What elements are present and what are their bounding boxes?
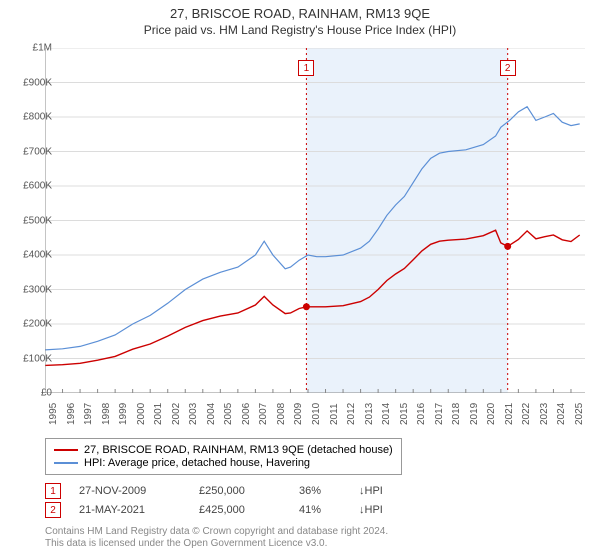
x-tick-label: 2005 [223, 403, 234, 425]
x-tick-label: 2011 [329, 403, 340, 425]
y-tick-label: £1M [33, 43, 52, 54]
sale-pct: 36% [299, 485, 359, 497]
sale-date: 27-NOV-2009 [79, 485, 199, 497]
x-tick-label: 2004 [206, 403, 217, 425]
legend-item: HPI: Average price, detached house, Have… [54, 457, 393, 469]
y-tick-label: £600K [23, 181, 52, 192]
x-tick-label: 2003 [188, 403, 199, 425]
chart-title: 27, BRISCOE ROAD, RAINHAM, RM13 9QE [0, 0, 600, 21]
sale-suffix: HPI [365, 485, 383, 497]
x-tick-label: 2023 [539, 403, 550, 425]
x-tick-label: 2006 [241, 403, 252, 425]
x-tick-label: 2024 [556, 403, 567, 425]
sale-flag: 2 [500, 60, 516, 76]
x-tick-label: 1998 [101, 403, 112, 425]
y-tick-label: £500K [23, 215, 52, 226]
y-tick-label: £400K [23, 250, 52, 261]
legend-swatch [54, 462, 78, 464]
x-tick-label: 2014 [381, 403, 392, 425]
line-chart [45, 48, 585, 393]
sale-price: £250,000 [199, 485, 299, 497]
chart-container: 27, BRISCOE ROAD, RAINHAM, RM13 9QE Pric… [0, 0, 600, 560]
y-tick-label: £0 [41, 388, 52, 399]
chart-area [45, 48, 585, 393]
x-tick-label: 2010 [311, 403, 322, 425]
x-tick-label: 1997 [83, 403, 94, 425]
y-tick-label: £100K [23, 353, 52, 364]
x-tick-label: 2002 [171, 403, 182, 425]
x-tick-label: 2008 [276, 403, 287, 425]
sales-table: 127-NOV-2009£250,00036%↓ HPI221-MAY-2021… [45, 480, 383, 521]
sale-row: 221-MAY-2021£425,00041%↓ HPI [45, 502, 383, 518]
x-tick-label: 2009 [293, 403, 304, 425]
legend-label: HPI: Average price, detached house, Have… [84, 457, 310, 469]
legend-item: 27, BRISCOE ROAD, RAINHAM, RM13 9QE (det… [54, 444, 393, 456]
sale-marker: 2 [45, 502, 61, 518]
y-tick-label: £300K [23, 284, 52, 295]
y-tick-label: £900K [23, 77, 52, 88]
x-tick-label: 2025 [574, 403, 585, 425]
y-tick-label: £200K [23, 319, 52, 330]
x-tick-label: 1996 [66, 403, 77, 425]
legend: 27, BRISCOE ROAD, RAINHAM, RM13 9QE (det… [45, 438, 402, 475]
sale-marker: 1 [45, 483, 61, 499]
x-tick-label: 2007 [258, 403, 269, 425]
y-tick-label: £700K [23, 146, 52, 157]
x-tick-label: 2018 [451, 403, 462, 425]
x-tick-label: 2012 [346, 403, 357, 425]
sale-suffix: HPI [365, 504, 383, 516]
x-tick-label: 2017 [434, 403, 445, 425]
sale-row: 127-NOV-2009£250,00036%↓ HPI [45, 483, 383, 499]
x-tick-label: 2000 [136, 403, 147, 425]
y-tick-label: £800K [23, 112, 52, 123]
legend-swatch [54, 449, 78, 451]
footnote: Contains HM Land Registry data © Crown c… [45, 526, 388, 550]
x-tick-label: 2021 [504, 403, 515, 425]
footnote-line: This data is licensed under the Open Gov… [45, 538, 388, 550]
x-tick-label: 2016 [416, 403, 427, 425]
sale-pct: 41% [299, 504, 359, 516]
footnote-line: Contains HM Land Registry data © Crown c… [45, 526, 388, 538]
x-tick-label: 1999 [118, 403, 129, 425]
x-tick-label: 2001 [153, 403, 164, 425]
x-tick-label: 2013 [364, 403, 375, 425]
x-tick-label: 2022 [521, 403, 532, 425]
x-tick-label: 2015 [399, 403, 410, 425]
sale-date: 21-MAY-2021 [79, 504, 199, 516]
sale-price: £425,000 [199, 504, 299, 516]
sale-flag: 1 [298, 60, 314, 76]
x-tick-label: 2020 [486, 403, 497, 425]
chart-subtitle: Price paid vs. HM Land Registry's House … [0, 21, 600, 37]
x-tick-label: 1995 [48, 403, 59, 425]
legend-label: 27, BRISCOE ROAD, RAINHAM, RM13 9QE (det… [84, 444, 393, 456]
x-tick-label: 2019 [469, 403, 480, 425]
